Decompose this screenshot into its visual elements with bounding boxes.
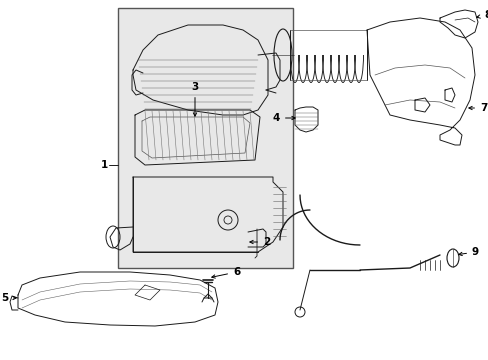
Text: 7: 7	[468, 103, 487, 113]
Text: 3: 3	[191, 82, 198, 116]
Text: 4: 4	[272, 113, 295, 123]
Bar	[118, 8, 292, 268]
Text: 8: 8	[476, 10, 488, 20]
Text: 1: 1	[101, 160, 108, 170]
Text: 2: 2	[249, 237, 270, 247]
Text: 5: 5	[1, 293, 16, 303]
Text: 6: 6	[211, 267, 240, 278]
Text: 9: 9	[458, 247, 478, 257]
